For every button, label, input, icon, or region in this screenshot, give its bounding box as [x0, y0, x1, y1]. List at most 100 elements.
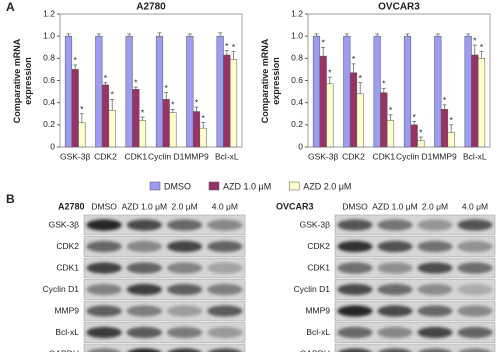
significance-mark: *: [419, 127, 423, 137]
blot-band: [207, 219, 243, 231]
blot-band: [166, 262, 203, 274]
blot-strip: [334, 343, 496, 352]
blot-band: [337, 219, 373, 231]
blot-band: [166, 240, 203, 253]
blot-band: [337, 240, 373, 253]
bar: [64, 35, 73, 148]
protein-label: MMP9: [54, 305, 79, 315]
legend-label: AZD 2.0 μM: [303, 181, 351, 191]
blot-band: [337, 305, 373, 317]
blot-band: [207, 305, 243, 317]
significance-mark: *: [473, 35, 477, 45]
lane-label: DMSO: [342, 201, 368, 211]
blot-band: [126, 262, 163, 274]
protein-label: Bcl-xL: [306, 327, 330, 337]
blot-band: [86, 219, 122, 231]
bar: [477, 58, 486, 148]
lane-label: 2.0 μM: [422, 201, 448, 211]
x-tick-label: CDK2: [342, 151, 365, 161]
lane-label: 2.0 μM: [172, 201, 198, 211]
blot-band: [337, 262, 373, 274]
y-tick-label: 0.4: [291, 97, 303, 107]
protein-label: Cyclin D1: [294, 284, 331, 294]
bar: [440, 109, 449, 148]
blot-band: [207, 262, 243, 274]
significance-mark: *: [450, 115, 454, 125]
blot-title: A2780: [58, 201, 85, 211]
y-tick-label: 0.4: [43, 97, 55, 107]
x-tick-label: MMP9: [432, 151, 457, 161]
y-tick-label: 1.0: [291, 30, 303, 40]
bar: [319, 55, 327, 148]
bar: [326, 83, 334, 148]
blot-band: [207, 283, 243, 296]
bar: [434, 35, 442, 148]
bar: [169, 112, 177, 148]
bar: [447, 132, 455, 148]
blot-band: [166, 305, 203, 317]
significance-mark: *: [104, 73, 108, 83]
y-axis-label: Comparative mRNA expression: [260, 38, 281, 123]
y-tick-label: 0: [50, 141, 55, 151]
blot-band: [417, 283, 453, 296]
bar: [132, 89, 140, 148]
bar: [108, 110, 116, 148]
x-tick-label: GSK-3β: [60, 151, 91, 161]
legend-swatch: [208, 181, 220, 191]
blot-band: [377, 326, 413, 339]
significance-mark: *: [322, 38, 326, 48]
legend-swatch: [288, 181, 300, 191]
blot-band: [337, 283, 373, 296]
blot-band: [126, 283, 163, 296]
blot-strip: [334, 236, 496, 257]
significance-mark: *: [480, 42, 484, 52]
bar: [192, 111, 201, 148]
protein-label: CDK1: [56, 262, 79, 272]
significance-mark: *: [225, 41, 229, 51]
y-tick-label: 0.6: [43, 75, 55, 85]
bar: [155, 35, 164, 148]
blot-strip: [83, 322, 246, 343]
blot-band: [417, 305, 453, 317]
bar: [199, 127, 207, 148]
significance-mark: *: [195, 97, 199, 107]
bar: [417, 140, 425, 148]
bar: [78, 122, 86, 148]
x-tick-label: Cyclin D1: [396, 151, 433, 161]
bar: [186, 35, 194, 148]
blot-band: [86, 240, 122, 253]
y-tick-label: 1.2: [291, 8, 303, 18]
lane-label: DMSO: [91, 201, 117, 211]
blot-band: [338, 348, 372, 352]
blot-band: [457, 219, 493, 231]
bar: [223, 54, 231, 148]
y-tick-label: 0.8: [43, 53, 55, 63]
blot-band: [126, 305, 163, 317]
bar: [349, 72, 358, 148]
protein-label: Bcl-xL: [55, 327, 79, 337]
legend-swatch: [149, 181, 161, 191]
significance-mark: *: [413, 112, 417, 122]
bar: [216, 35, 224, 148]
protein-label: GSK-3β: [49, 219, 80, 229]
blot-band: [126, 326, 163, 339]
blot-band: [457, 326, 493, 339]
bar: [125, 35, 133, 148]
blot-strip: [334, 257, 496, 279]
y-tick-label: 1.0: [43, 30, 55, 40]
blot-strip: [334, 279, 496, 300]
x-tick-label: MMP9: [184, 151, 209, 161]
blot-strip: [83, 257, 246, 279]
blot-strip: [334, 322, 496, 343]
blot-band: [417, 262, 453, 274]
chart-title: A2780: [136, 2, 166, 13]
bar: [464, 35, 472, 148]
blot-band: [457, 262, 493, 274]
y-axis-label: Comparative mRNA expression: [12, 38, 33, 123]
blot-strip: [83, 236, 246, 257]
bar: [403, 35, 412, 148]
bar: [343, 35, 351, 148]
x-tick-label: GSK-3β: [308, 151, 339, 161]
significance-mark: *: [171, 100, 175, 110]
